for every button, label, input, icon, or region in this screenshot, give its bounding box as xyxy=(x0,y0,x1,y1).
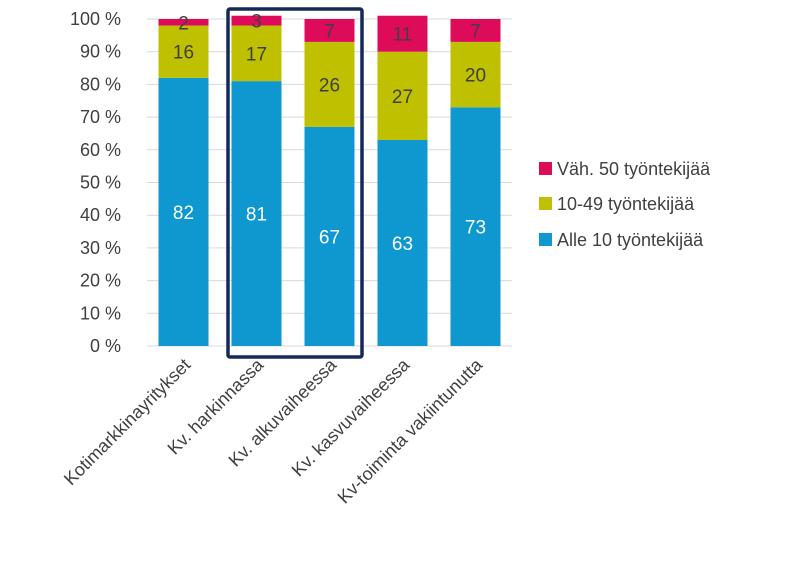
bar-segment xyxy=(377,15,428,52)
bar-segment xyxy=(304,19,355,42)
data-label: 2 xyxy=(178,13,189,34)
data-label: 11 xyxy=(393,25,413,46)
bar-segment xyxy=(158,19,209,26)
legend-swatch xyxy=(539,233,552,246)
bars xyxy=(158,15,501,347)
data-label: 17 xyxy=(246,44,267,65)
data-label: 73 xyxy=(465,218,486,239)
bar-segment xyxy=(377,139,428,346)
data-labels: 82 16 2 81 17 3 67 26 7 63 27 11 73 20 7 xyxy=(173,12,486,255)
highlight-frame xyxy=(226,7,364,359)
data-label: 26 xyxy=(319,75,340,96)
y-tick-label: 40 % xyxy=(80,205,121,225)
x-category-label: Kv-toiminta vakiintunutta xyxy=(334,354,488,508)
bar-segment xyxy=(377,51,428,140)
data-label: 27 xyxy=(392,87,413,108)
bar-segment xyxy=(231,25,282,82)
data-label: 3 xyxy=(251,12,262,33)
data-label: 67 xyxy=(319,227,340,248)
data-label: 63 xyxy=(392,234,413,255)
legend-swatch xyxy=(539,162,552,175)
x-category-label: Kotimarkkinayritykset xyxy=(60,355,194,489)
legend-swatch xyxy=(539,197,552,210)
bar-segment xyxy=(304,41,355,127)
data-label: 7 xyxy=(324,21,335,42)
legend-label: Alle 10 työntekijää xyxy=(557,230,704,250)
y-tick-label: 50 % xyxy=(80,173,121,193)
data-label: 82 xyxy=(173,203,194,224)
legend-label: 10-49 työntekijää xyxy=(557,194,695,214)
y-axis-ticks: 0 % 10 % 20 % 30 % 40 % 50 % 60 % 70 % 80 % 90 % 1… xyxy=(70,9,121,356)
legend: Väh. 50 työntekijää 10-49 työntekijää Alle… xyxy=(539,159,711,250)
bar-segment xyxy=(450,41,501,108)
y-tick-label: 80 % xyxy=(80,74,121,94)
y-tick-label: 90 % xyxy=(80,42,121,62)
data-label: 81 xyxy=(246,205,267,226)
y-tick-label: 70 % xyxy=(80,107,121,127)
data-label: 16 xyxy=(173,43,194,64)
data-label: 7 xyxy=(470,21,481,42)
highlight-frame-rect xyxy=(226,7,364,359)
y-tick-label: 20 % xyxy=(80,271,121,291)
y-tick-label: 100 % xyxy=(70,9,121,29)
bar-segment xyxy=(304,126,355,346)
bar-segment xyxy=(158,25,209,78)
legend-label: Väh. 50 työntekijää xyxy=(557,159,711,179)
y-tick-label: 10 % xyxy=(80,303,121,323)
bar-segment xyxy=(450,107,501,346)
bar-segment xyxy=(231,81,282,346)
bar-segment xyxy=(231,15,282,26)
y-tick-label: 60 % xyxy=(80,140,121,160)
data-label: 20 xyxy=(465,66,486,87)
bar-segment xyxy=(450,19,501,42)
y-tick-label: 30 % xyxy=(80,238,121,258)
bar-segment xyxy=(158,77,209,347)
y-tick-label: 0 % xyxy=(90,336,121,356)
